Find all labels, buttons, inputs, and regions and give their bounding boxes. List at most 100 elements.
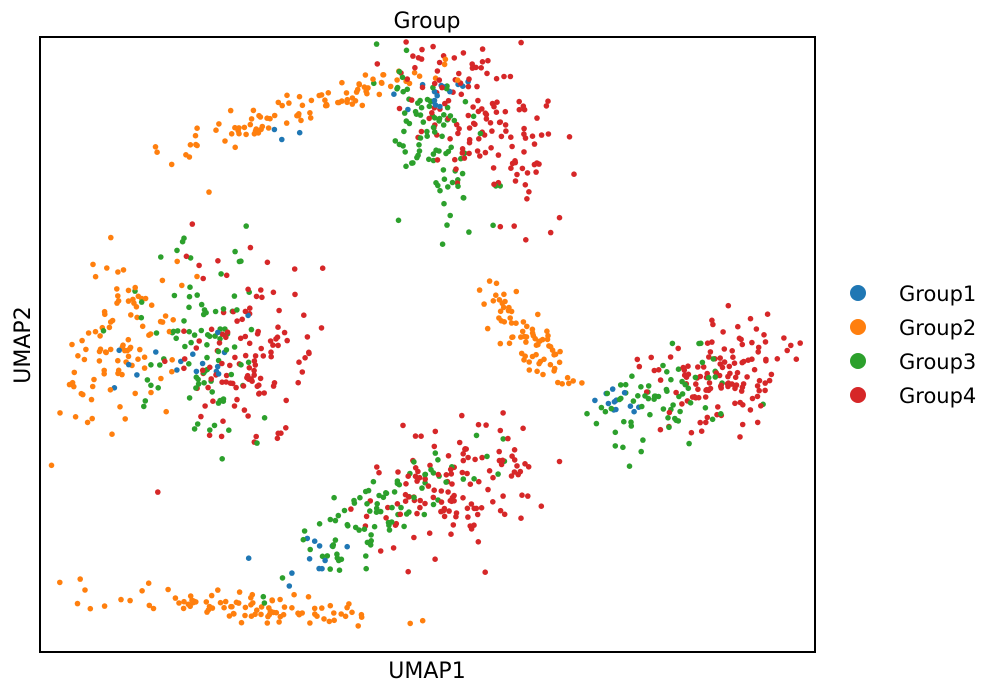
point-group4 <box>469 61 476 67</box>
point-group4 <box>667 354 674 360</box>
point-group3 <box>376 492 382 499</box>
point-group4 <box>538 132 545 138</box>
point-group2 <box>89 383 96 390</box>
point-group2 <box>217 599 224 606</box>
point-group4 <box>257 375 264 382</box>
point-group2 <box>162 313 169 319</box>
point-group1 <box>316 543 323 549</box>
point-group2 <box>109 317 116 324</box>
point-group1 <box>116 347 122 354</box>
point-group3 <box>330 542 337 548</box>
point-group4 <box>531 161 538 168</box>
point-group2 <box>338 611 345 617</box>
point-group3 <box>248 326 255 333</box>
point-group3 <box>402 149 409 155</box>
point-group2 <box>273 609 280 616</box>
point-group4 <box>634 356 641 363</box>
point-group2 <box>522 353 528 360</box>
point-group4 <box>497 507 504 514</box>
point-group4 <box>685 371 692 378</box>
point-group3 <box>138 299 145 305</box>
point-group3 <box>399 74 406 81</box>
point-group4 <box>417 504 423 511</box>
point-group3 <box>621 418 627 425</box>
point-group4 <box>717 355 723 361</box>
point-group2 <box>524 323 530 330</box>
point-group2 <box>519 328 526 335</box>
point-group4 <box>725 302 732 309</box>
point-group4 <box>227 362 233 369</box>
point-group3 <box>602 408 609 415</box>
point-group4 <box>503 128 509 134</box>
point-group4 <box>501 73 507 80</box>
point-group4 <box>383 515 389 521</box>
point-group3 <box>626 463 633 470</box>
point-group3 <box>231 293 238 299</box>
point-group2 <box>294 112 300 119</box>
point-group4 <box>732 374 739 381</box>
point-group4 <box>234 318 240 324</box>
point-group1 <box>289 570 295 576</box>
y-axis-label: UMAP2 <box>11 306 36 383</box>
point-group2 <box>299 102 306 109</box>
point-group3 <box>324 553 331 559</box>
point-group2 <box>141 354 148 361</box>
point-group2 <box>269 597 275 603</box>
point-group2 <box>57 410 63 416</box>
point-group3 <box>417 135 424 141</box>
point-group4 <box>193 345 200 351</box>
point-group2 <box>545 332 551 339</box>
point-group2 <box>250 600 256 606</box>
point-group4 <box>464 470 470 477</box>
point-group4 <box>431 443 438 450</box>
point-group4 <box>220 418 226 425</box>
point-group2 <box>264 620 271 626</box>
point-group3 <box>371 523 378 530</box>
point-group2 <box>148 389 154 396</box>
point-group4 <box>519 165 526 172</box>
point-group4 <box>198 413 204 420</box>
point-group2 <box>72 414 79 420</box>
point-group4 <box>224 329 231 336</box>
point-group4 <box>497 223 504 230</box>
point-group3 <box>411 459 417 465</box>
point-group4 <box>479 106 485 112</box>
point-group3 <box>432 450 439 456</box>
point-group2 <box>321 616 327 622</box>
point-group4 <box>242 308 249 315</box>
point-group4 <box>762 339 769 345</box>
point-group3 <box>629 373 635 380</box>
point-group2 <box>534 368 540 375</box>
point-group3 <box>191 332 198 338</box>
point-group4 <box>571 171 577 177</box>
point-group2 <box>107 346 114 353</box>
point-group4 <box>233 384 239 391</box>
point-group2 <box>316 92 323 99</box>
point-group2 <box>526 359 532 365</box>
point-group3 <box>394 480 401 487</box>
point-group2 <box>307 115 314 121</box>
point-group3 <box>209 389 215 395</box>
point-group3 <box>647 411 653 418</box>
point-group4 <box>395 469 401 475</box>
point-group2 <box>530 332 537 339</box>
point-group3 <box>612 443 619 449</box>
point-group4 <box>756 387 762 394</box>
point-group2 <box>168 161 175 168</box>
point-group2 <box>187 593 194 599</box>
point-group4 <box>726 363 733 370</box>
point-group4 <box>377 548 384 554</box>
point-group4 <box>556 458 563 465</box>
point-group3 <box>666 424 672 431</box>
point-group3 <box>682 381 688 388</box>
point-group4 <box>247 305 253 312</box>
point-group4 <box>495 152 502 158</box>
point-group2 <box>331 610 337 616</box>
point-group2 <box>339 79 345 86</box>
point-group3 <box>664 388 670 395</box>
point-group4 <box>466 76 472 82</box>
point-group3 <box>179 238 186 245</box>
point-group3 <box>620 444 626 451</box>
point-group4 <box>271 380 278 386</box>
point-group4 <box>747 407 754 413</box>
